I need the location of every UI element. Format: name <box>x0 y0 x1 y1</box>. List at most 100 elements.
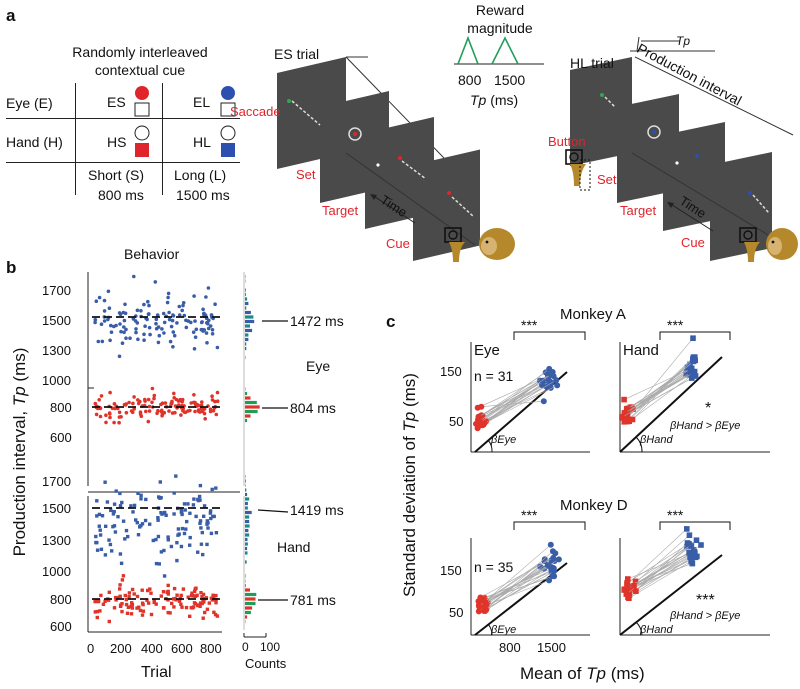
hand-short-trial-point <box>95 609 99 614</box>
hand-long-trial-point <box>158 496 162 500</box>
monkey-a-hand-short-point <box>629 416 636 423</box>
cue-table-title-1: Randomly interleaved <box>72 44 208 60</box>
hand-long-trial-point <box>175 558 179 563</box>
eye-long-trial-point <box>156 340 161 345</box>
hand-short-trial-point <box>195 593 199 597</box>
eye-long-trial-point <box>148 332 152 337</box>
monkey-d-hand-pair-line <box>633 552 690 587</box>
hand-long-trial-point <box>139 497 143 501</box>
hand-long-hist-bar <box>245 488 247 492</box>
hand-long-trial-point <box>148 522 152 526</box>
eye-long-trial-point <box>142 302 146 307</box>
es-cue-icon <box>134 86 150 117</box>
eye-long-trial-point <box>154 326 159 331</box>
hl-trial-label: HL trial <box>570 55 614 71</box>
hand-long-hist-bar <box>245 524 250 528</box>
hand-short-trial-point <box>204 596 209 600</box>
eye-short-trial-point <box>152 396 156 401</box>
eye-long-trial-point <box>108 338 112 343</box>
eye-long-trial-point <box>118 322 122 326</box>
eye-short-trial-point <box>174 397 179 402</box>
hand-short-trial-point <box>130 601 134 605</box>
eye-short-trial-point <box>112 420 116 425</box>
hand-short-trial-point <box>120 578 125 582</box>
reward-title-1: Reward <box>475 2 525 18</box>
hand-long-trial-point <box>209 516 213 521</box>
hand-short-trial-point <box>207 601 211 605</box>
hand-long-trial-point <box>176 533 180 537</box>
hand-short-trial-point <box>118 583 122 587</box>
monkey-a-title: Monkey A <box>560 306 626 323</box>
row-hand-label: Hand (H) <box>6 134 63 150</box>
hand-long-trial-point <box>192 497 196 501</box>
hl-cue-label: Cue <box>681 235 705 250</box>
eye-long-trial-point <box>122 325 126 329</box>
eye-short-trial-point <box>104 420 108 425</box>
eye-short-trial-point <box>147 409 152 413</box>
monkey-a-hand-pair-line <box>623 368 691 400</box>
eye-long-trial-point <box>161 311 166 316</box>
hand-long-trial-point <box>103 553 108 557</box>
eye-long-trial-point <box>166 295 170 300</box>
eye-tick-1300: 1300 <box>42 343 71 358</box>
hand-long-hist-bar <box>245 519 250 524</box>
eye-long-trial-point <box>118 312 123 317</box>
eye-long-trial-point <box>191 330 196 334</box>
hand-short-hist-bar <box>245 601 256 606</box>
es-set-label: Set <box>296 167 316 182</box>
hand-long-trial-point <box>136 491 140 495</box>
hand-long-trial-point <box>184 527 188 531</box>
monkey-a-hand-short-point <box>621 419 628 425</box>
es-screen-cue <box>413 149 480 261</box>
monkey-a-eye-short-point <box>478 403 485 410</box>
hand-long-trial-point <box>103 480 107 484</box>
ms-short-label: 800 ms <box>98 187 144 203</box>
hand-long-trial-point <box>132 503 137 508</box>
hand-short-trial-point <box>180 605 184 609</box>
eye-long-trial-point <box>193 319 197 323</box>
hand-short-trial-point <box>198 604 202 608</box>
eye-short-trial-point <box>215 390 220 395</box>
hand-short-trial-point <box>137 605 141 609</box>
monkey-a-hand-short-point <box>624 413 631 419</box>
eye-short-trial-point <box>97 398 101 402</box>
hand-short-trial-point <box>132 592 136 596</box>
eye-long-trial-point <box>96 339 101 344</box>
hand-tick-1300: 1300 <box>42 533 71 548</box>
hand-long-trial-point <box>123 537 127 541</box>
monkey-d-hand-long-point <box>691 553 697 559</box>
c-d-tick-50: 50 <box>449 605 464 620</box>
hand-long-trial-point <box>179 510 184 514</box>
hand-short-trial-point <box>107 590 111 594</box>
monkey-a-beta-cmp: βHand > βEye <box>670 420 741 432</box>
hand-short-trial-point <box>201 616 205 620</box>
hand-long-trial-point <box>180 512 184 517</box>
eye-long-trial-point <box>107 306 112 310</box>
monkey-a-eye-pair-line <box>484 385 558 424</box>
eye-short-trial-point <box>202 407 207 411</box>
eye-short-trial-point <box>138 412 143 417</box>
monkey-a-hand-long-point <box>687 366 694 372</box>
eye-short-trial-point <box>183 410 188 415</box>
hand-long-trial-point <box>154 537 158 542</box>
reward-title-2: magnitude <box>467 20 533 36</box>
monkey-d-eye-long-point <box>549 573 556 580</box>
monkey-a-hand-short-point <box>621 410 628 416</box>
monkey-a-hand-pair-line <box>627 356 696 422</box>
hand-short-trial-point <box>125 611 130 615</box>
eye-long-trial-point <box>166 291 171 296</box>
hand-long-trial-point <box>136 533 141 537</box>
eye-long-trial-point <box>192 347 197 351</box>
eye-long-trial-point <box>114 323 118 328</box>
monkey-d-eye-pair-line <box>485 569 552 603</box>
eye-short-hist-bar <box>245 405 260 409</box>
hand-long-trial-point <box>179 544 184 549</box>
c-xlabel-suffix: (ms) <box>606 664 645 683</box>
hl-button-label: Button <box>548 134 586 149</box>
hand-long-trial-point <box>182 502 187 506</box>
hand-long-trial-point <box>151 538 155 543</box>
monkey-d-eye-short-point <box>475 608 482 615</box>
hand-long-trial-point <box>208 511 213 515</box>
c-xlabel-var: Tp <box>586 664 606 683</box>
eye-short-trial-point <box>99 394 104 398</box>
